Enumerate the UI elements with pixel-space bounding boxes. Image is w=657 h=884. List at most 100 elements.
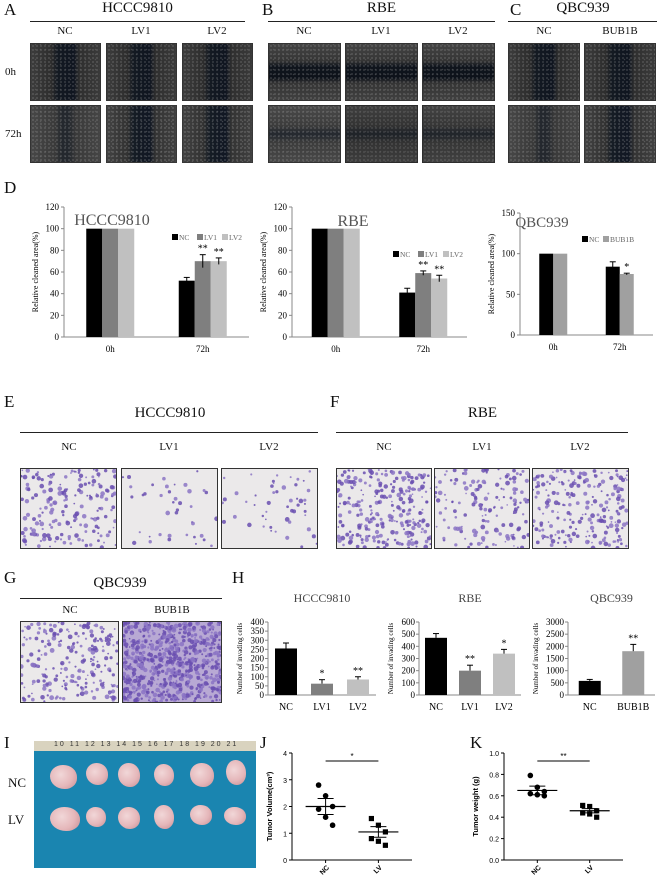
stained-cell [170,670,175,675]
stained-cell [90,672,95,677]
stained-cell [170,640,174,644]
stained-cell [495,514,499,517]
stained-cell [126,474,132,479]
stained-cell [131,680,134,683]
stained-cell [135,680,138,683]
stained-cell [521,513,525,516]
stained-cell [435,495,437,499]
significance-label: ** [214,247,224,258]
stained-cell [354,502,359,508]
stained-cell [591,503,593,506]
stained-cell [541,528,545,532]
stained-cell [165,510,171,516]
stained-cell [57,643,62,647]
stained-cell [196,470,199,473]
stained-cell [447,526,451,530]
stained-cell [69,679,74,683]
stained-cell [152,631,156,636]
stained-cell [387,513,393,519]
stained-cell [346,500,350,505]
stained-cell [455,526,460,531]
invasion-image [532,468,629,549]
stained-cell [464,537,467,540]
stained-cell [298,498,304,504]
chart-d-hccc9810: 0 20 40 60 80 100 120 Relative cleaned area(%) 0… [30,195,255,375]
stained-cell [24,625,26,628]
stained-cell [516,527,521,532]
panel-f-title: RBE [467,405,498,421]
stained-cell [32,517,36,521]
y-tick-label: 100 [274,224,288,234]
stained-cell [86,674,89,677]
stained-cell [411,525,416,531]
y-tick-label: 4 [283,751,287,758]
stained-cell [39,521,45,527]
x-tick-label: 0h [549,342,559,352]
stained-cell [481,538,485,542]
stained-cell [388,494,393,499]
stained-cell [91,475,95,479]
stained-cell [311,534,316,539]
stained-cell [49,623,53,627]
stained-cell [338,520,343,524]
stained-cell [401,478,405,482]
stained-cell [288,498,293,503]
stained-cell [64,504,68,509]
stained-cell [78,483,84,489]
stained-cell [186,631,192,637]
stained-cell [502,488,505,491]
stained-cell [47,642,52,647]
stained-cell [303,498,307,502]
stained-cell [49,473,52,476]
stained-cell [141,689,146,695]
stained-cell [93,469,95,471]
stained-cell [21,681,24,685]
stained-cell [212,677,217,683]
stained-cell [605,525,608,527]
stained-cell [412,518,415,521]
stained-cell [396,492,402,498]
stained-cell [212,638,217,643]
stained-cell [355,533,360,537]
stained-cell [609,515,614,520]
stained-cell [194,670,200,675]
stained-cell [549,543,554,547]
stained-cell [112,644,115,647]
cell-stain [533,469,628,548]
bar [553,253,568,335]
stained-cell [348,535,354,541]
stained-cell [449,479,453,482]
stained-cell [166,668,169,671]
bar [327,228,344,337]
stained-cell [615,496,621,502]
stained-cell [467,545,471,548]
stained-cell [96,639,100,642]
stained-cell [105,641,111,646]
panel-g-title: QBC939 [93,575,147,591]
wound-image [182,43,253,101]
y-tick-label: 0.4 [489,815,499,822]
y-tick-label: 500 [402,629,416,639]
stained-cell [215,662,219,666]
stained-cell [178,501,183,506]
stained-cell [79,644,83,648]
stained-cell [606,493,609,497]
stained-cell [370,476,373,479]
invasion-image [121,468,218,549]
stained-cell [275,490,279,494]
y-axis-label: Relative cleaned area(%) [487,233,496,314]
stained-cell [80,659,85,664]
stained-cell [161,669,165,673]
data-point [527,772,534,779]
legend-label: LV1 [425,250,438,259]
stained-cell [574,527,578,531]
stained-cell [89,660,92,663]
stained-cell [287,520,292,524]
invasion-image [336,468,432,549]
stained-cell [575,534,580,539]
stained-cell [181,623,184,626]
tumor [190,763,214,787]
stained-cell [61,697,66,701]
stained-cell [79,691,85,697]
stained-cell [420,473,423,476]
